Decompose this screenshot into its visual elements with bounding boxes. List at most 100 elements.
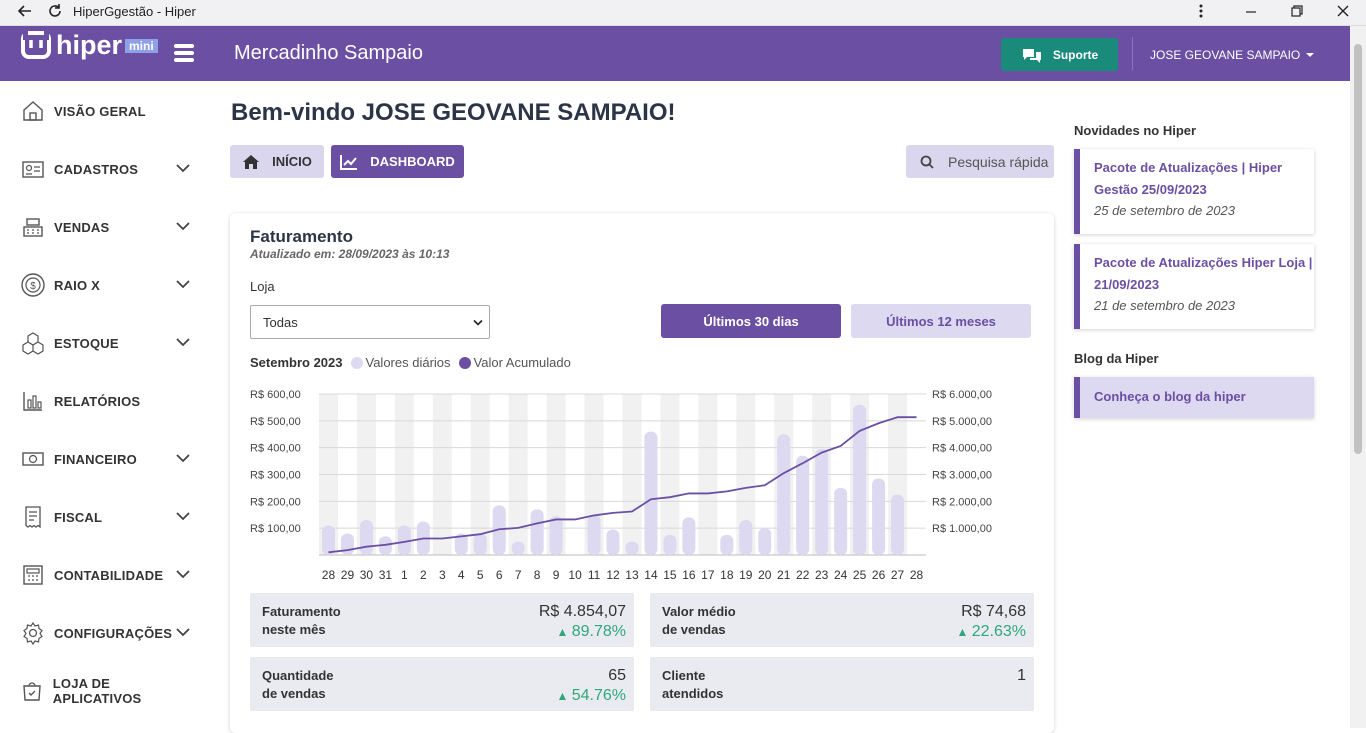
store-select[interactable]: Todas	[250, 305, 490, 339]
kebab-menu-icon[interactable]	[1196, 2, 1206, 23]
x-tick-label: 21	[777, 568, 791, 582]
stat-clients-label-1: Cliente	[662, 668, 706, 683]
tab-inicio[interactable]: INÍCIO	[230, 145, 324, 178]
page-title: Bem-vindo JOSE GEOVANE SAMPAIO!	[231, 99, 676, 126]
support-button[interactable]: Suporte	[1001, 38, 1118, 71]
x-tick-label: 12	[606, 568, 620, 582]
y2-tick-label: R$ 6.000,00	[932, 389, 992, 401]
hamburger-icon[interactable]	[174, 42, 194, 69]
stat-revenue: Faturamento neste mês R$ 4.854,07 ▲ 89.78…	[250, 593, 634, 647]
chart-bar	[758, 528, 772, 555]
restore-icon[interactable]	[1290, 2, 1304, 23]
x-tick-label: 14	[644, 568, 658, 582]
sidebar-item-visao-geral[interactable]: VISÃO GERAL	[20, 96, 195, 126]
news-item-date: 21 de setembro de 2023	[1094, 298, 1235, 313]
stat-revenue-value: R$ 4.854,07	[538, 603, 626, 620]
sidebar-item-cadastros[interactable]: CADASTROS	[20, 154, 195, 184]
chart-bar	[587, 514, 601, 555]
y2-tick-label: R$ 3.000,00	[932, 470, 992, 482]
cash-register-icon	[20, 214, 46, 240]
chart-bar	[777, 434, 791, 555]
logo-icon	[21, 30, 51, 59]
last-30-days-button[interactable]: Últimos 30 dias	[661, 304, 841, 338]
x-tick-label: 2	[420, 568, 427, 582]
last-12-months-button[interactable]: Últimos 12 meses	[851, 304, 1031, 338]
x-tick-label: 18	[720, 568, 734, 582]
sidebar-item-vendas[interactable]: VENDAS	[20, 212, 195, 242]
sidebar-item-contabilidade[interactable]: CONTABILIDADE	[20, 560, 195, 590]
sidebar-item-financeiro[interactable]: FINANCEIRO	[20, 444, 195, 474]
chart-bar	[872, 478, 886, 555]
x-tick-label: 23	[815, 568, 829, 582]
bar-chart-icon	[20, 388, 46, 414]
legend-daily-swatch	[350, 356, 363, 369]
chevron-down-icon	[175, 160, 191, 181]
stat-quantity-pct-value: 54.76%	[571, 687, 626, 704]
news-item-1[interactable]: Pacote de Atualizações | Hiper Gestão 25…	[1074, 149, 1314, 234]
chart-bar	[397, 525, 411, 555]
sidebar-item-label: FINANCEIRO	[54, 451, 137, 467]
x-tick-label: 31	[379, 568, 393, 582]
close-icon[interactable]	[1336, 2, 1350, 23]
stat-average: Valor médio de vendas R$ 74,68 ▲ 22.63%	[650, 593, 1034, 647]
up-arrow-icon: ▲	[556, 625, 572, 639]
chart-bar	[644, 431, 658, 555]
chart-bar	[359, 520, 373, 555]
logo[interactable]: hiper mini	[20, 30, 158, 64]
x-tick-label: 19	[739, 568, 753, 582]
browser-titlebar: HiperGgestão - Hiper	[0, 0, 1366, 26]
chart-legend: Setembro 2023 Valores diários Valor Acum…	[250, 355, 571, 370]
sidebar-item-raio-x[interactable]: $ RAIO X	[20, 270, 195, 300]
blog-heading: Blog da Hiper	[1074, 351, 1159, 366]
sidebar-item-label: VISÃO GERAL	[54, 103, 146, 119]
tab-dashboard-label: DASHBOARD	[370, 154, 455, 169]
sidebar-item-label: CADASTROS	[54, 161, 139, 177]
quick-search[interactable]: Pesquisa rápida	[906, 145, 1054, 178]
user-menu[interactable]: JOSE GEOVANE SAMPAIO	[1150, 48, 1315, 62]
chevron-down-icon	[175, 276, 191, 297]
reload-icon[interactable]	[46, 2, 64, 23]
tab-dashboard[interactable]: DASHBOARD	[331, 145, 464, 178]
x-tick-label: 20	[758, 568, 772, 582]
x-tick-label: 7	[515, 568, 522, 582]
scrollbar-thumb[interactable]	[1354, 44, 1362, 454]
chart-bar	[663, 534, 677, 555]
y2-tick-label: R$ 4.000,00	[932, 443, 992, 455]
scrollbar[interactable]	[1350, 26, 1366, 728]
sidebar-item-estoque[interactable]: ESTOQUE	[20, 328, 195, 358]
sidebar-item-label: VENDAS	[54, 219, 110, 235]
app-store-icon	[20, 678, 45, 704]
sidebar-item-relatorios[interactable]: RELATÓRIOS	[20, 386, 195, 416]
x-tick-label: 15	[663, 568, 677, 582]
x-tick-label: 16	[682, 568, 696, 582]
chart-bar	[891, 494, 905, 555]
stat-clients: Cliente atendidos 1	[650, 657, 1034, 711]
stat-revenue-pct-value: 89.78%	[571, 623, 626, 640]
sidebar-item-configuracoes[interactable]: CONFIGURAÇÕES	[20, 618, 195, 648]
sidebar: VISÃO GERAL CADASTROS VENDAS $ RAIO X ES…	[0, 81, 210, 728]
back-icon[interactable]	[16, 2, 34, 23]
y2-tick-label: R$ 1.000,00	[932, 523, 992, 535]
stat-revenue-pct: ▲ 89.78%	[557, 623, 626, 641]
x-tick-label: 3	[439, 568, 446, 582]
blog-link[interactable]: Conheça o blog da hiper	[1074, 377, 1314, 418]
chart-bar	[682, 517, 696, 555]
chevron-down-icon	[175, 334, 191, 355]
home-icon	[20, 98, 46, 124]
x-tick-label: 28	[910, 568, 924, 582]
store-name: Mercadinho Sampaio	[234, 42, 423, 64]
chart-bar	[625, 541, 639, 555]
chart-bar	[340, 533, 354, 555]
minimize-icon[interactable]	[1244, 2, 1258, 23]
y2-tick-label: R$ 5.000,00	[932, 416, 992, 428]
x-tick-label: 4	[458, 568, 465, 582]
chart-accumulated-line	[328, 416, 917, 554]
sidebar-item-loja-de-aplicativos[interactable]: LOJA DE APLICATIVOS	[20, 676, 195, 706]
news-item-2[interactable]: Pacote de Atualizações Hiper Loja | 21/0…	[1074, 244, 1314, 329]
chevron-down-icon	[175, 566, 191, 587]
sidebar-item-label: RAIO X	[54, 277, 100, 293]
sidebar-item-fiscal[interactable]: FISCAL	[20, 502, 195, 532]
y-tick-label: R$ 300,00	[250, 470, 301, 482]
x-tick-label: 24	[834, 568, 848, 582]
chart-bar	[321, 525, 335, 555]
